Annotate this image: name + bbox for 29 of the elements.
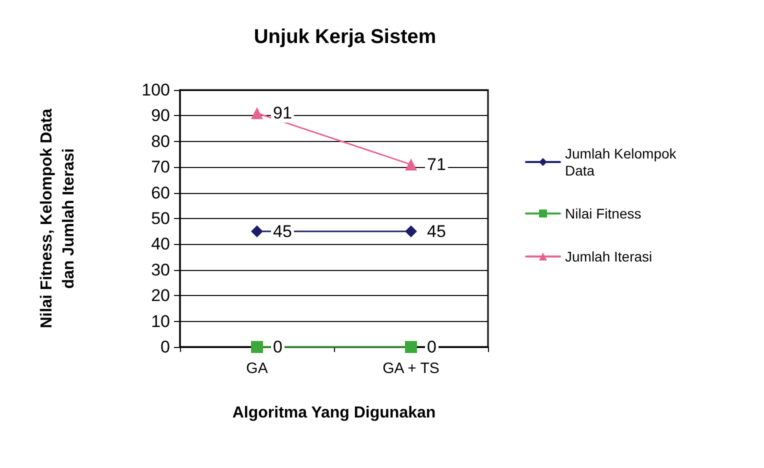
y-tick-label: 90 <box>151 106 170 126</box>
y-tick-label: 20 <box>151 286 170 306</box>
legend-label: Nilai Fitness <box>565 206 642 222</box>
y-tick-label: 40 <box>151 234 170 254</box>
y-axis-title: Nilai Fitness, Kelompok Data dan Jumlah Iterasi <box>38 108 78 328</box>
y-tick-label: 10 <box>151 312 170 331</box>
point <box>405 341 417 353</box>
x-axis-title: Algoritma Yang Digunakan <box>232 404 436 422</box>
x-tick-label: GA + TS <box>382 360 440 377</box>
point <box>251 225 263 238</box>
y-tick-label: 0 <box>160 338 170 356</box>
y-tick-label: 70 <box>151 158 170 177</box>
x-tick-label: GA <box>246 360 268 377</box>
legend-label: Jumlah Kelompok Data <box>565 146 680 178</box>
y-tick-label: 50 <box>151 209 170 228</box>
point <box>251 341 263 353</box>
data-label: 45 <box>273 222 292 241</box>
data-label: 71 <box>427 155 446 174</box>
data-label: 91 <box>273 104 292 123</box>
legend-label: Jumlah Iterasi <box>565 248 652 264</box>
y-tick-label: 60 <box>151 183 170 202</box>
y-tick-label: 30 <box>151 260 170 280</box>
point <box>405 225 417 238</box>
data-label: 0 <box>427 338 436 356</box>
data-label: 0 <box>273 338 282 356</box>
data-label: 45 <box>427 222 446 241</box>
y-tick-label: 100 <box>142 80 170 100</box>
chart-title: Unjuk Kerja Sistem <box>254 26 436 48</box>
y-tick-label: 80 <box>151 132 170 151</box>
